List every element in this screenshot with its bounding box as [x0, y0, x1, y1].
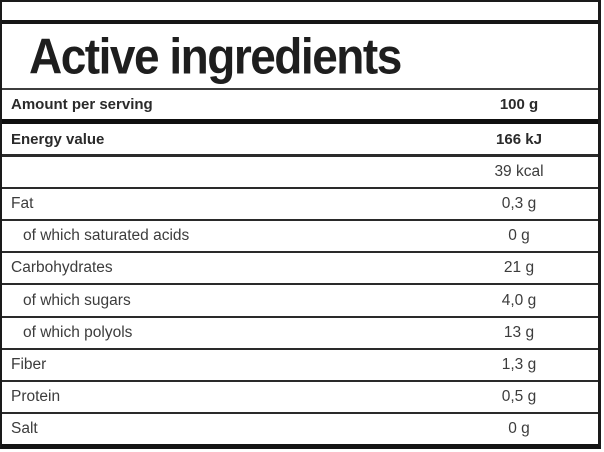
nutrient-value: 0 g	[508, 419, 530, 437]
panel-title: Active ingredients	[29, 27, 402, 85]
nutrient-value: 0,3 g	[501, 195, 537, 213]
nutrient-label: Salt	[11, 419, 38, 437]
nutrient-value: 21 g	[503, 259, 535, 277]
nutrient-value: 166 kJ	[496, 130, 542, 148]
table-row-saturated-acids: of which saturated acids 0 g	[2, 221, 598, 254]
nutrient-sublabel: of which sugars	[23, 291, 131, 309]
table-row-sugars: of which sugars 4,0 g	[2, 285, 598, 318]
table-row-fiber: Fiber 1,3 g	[2, 349, 598, 382]
table-row-polyols: of which polyols 13 g	[2, 317, 598, 350]
nutrient-value: 0,5 g	[501, 387, 537, 405]
table-header-row: Amount per serving 100 g	[2, 90, 598, 124]
nutrient-label: Energy value	[11, 130, 105, 148]
nutrient-sublabel: of which polyols	[23, 323, 133, 341]
header-label: Amount per serving	[11, 96, 153, 113]
nutrient-label: Fat	[11, 195, 34, 213]
nutrient-label: Protein	[11, 387, 61, 405]
nutrient-value: 39 kcal	[494, 163, 544, 181]
header-value: 100 g	[499, 96, 539, 113]
nutrient-value: 0 g	[508, 227, 530, 245]
panel-title-box: Active ingredients	[2, 24, 598, 90]
nutrient-value: 13 g	[503, 323, 535, 341]
table-row-carbohydrates: Carbohydrates 21 g	[2, 253, 598, 286]
table-row-protein: Protein 0,5 g	[2, 381, 598, 414]
table-row-fat: Fat 0,3 g	[2, 189, 598, 222]
table-row-salt: Salt 0 g	[2, 413, 598, 444]
table-row-kcal: 39 kcal	[2, 157, 598, 190]
nutrient-label: Fiber	[11, 355, 47, 373]
nutrient-value: 1,3 g	[501, 355, 537, 373]
nutrient-value: 4,0 g	[501, 291, 537, 309]
nutrient-sublabel: of which saturated acids	[23, 227, 190, 245]
top-spacer	[2, 2, 598, 24]
table-row-energy: Energy value 166 kJ	[2, 124, 598, 158]
nutrient-label: Carbohydrates	[11, 259, 113, 277]
